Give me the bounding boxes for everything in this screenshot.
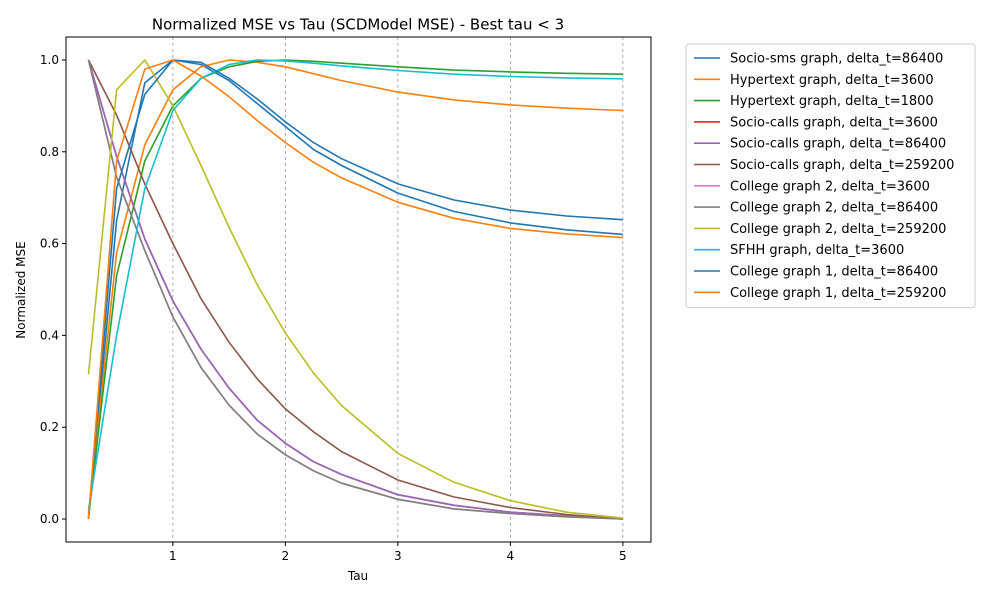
x-tick-label: 1 xyxy=(169,549,177,563)
series-line-5 xyxy=(87,59,623,520)
y-axis: 0.0 0.2 0.4 0.6 0.8 1.0 xyxy=(40,53,66,526)
series-lines xyxy=(87,59,623,520)
legend: Socio-sms graph, delta_t=86400 Hypertext … xyxy=(685,43,976,309)
chart-title: Normalized MSE vs Tau (SCDModel MSE) - B… xyxy=(152,16,564,34)
series-line-1 xyxy=(87,59,623,520)
series-line-2 xyxy=(87,59,623,515)
y-tick-label: 0.8 xyxy=(40,145,59,159)
legend-entry: Socio-calls graph, delta_t=3600 xyxy=(730,115,938,130)
legend-entry: Socio-sms graph, delta_t=86400 xyxy=(730,52,943,67)
series-line-11 xyxy=(87,59,623,520)
y-tick-label: 0.0 xyxy=(40,512,59,526)
x-tick-label: 5 xyxy=(619,549,627,563)
y-axis-label: Normalized MSE xyxy=(14,241,28,338)
x-tick-label: 2 xyxy=(282,549,290,563)
y-tick-label: 0.4 xyxy=(40,328,59,342)
legend-entry: College graph 2, delta_t=86400 xyxy=(730,201,938,216)
y-tick-label: 0.6 xyxy=(40,237,59,251)
series-line-12 xyxy=(87,59,623,520)
legend-entry: Socio-calls graph, delta_t=86400 xyxy=(730,137,946,152)
x-tick-label: 4 xyxy=(507,549,515,563)
series-line-8 xyxy=(87,59,623,520)
legend-entry: Socio-calls graph, delta_t=259200 xyxy=(730,158,954,173)
legend-entry: Hypertext graph, delta_t=3600 xyxy=(730,73,934,88)
x-axis-label: Tau xyxy=(347,569,368,583)
legend-box xyxy=(685,43,976,309)
x-tick-label: 3 xyxy=(394,549,402,563)
y-tick-label: 1.0 xyxy=(40,53,59,67)
plot-frame xyxy=(65,36,652,543)
legend-entry: College graph 1, delta_t=86400 xyxy=(730,265,938,280)
series-line-4 xyxy=(87,59,623,520)
series-line-10 xyxy=(87,59,623,511)
series-line-9 xyxy=(87,59,623,519)
legend-entry: College graph 1, delta_t=259200 xyxy=(730,286,946,301)
legend-entry: Hypertext graph, delta_t=1800 xyxy=(730,94,934,109)
x-axis: 1 2 3 4 5 xyxy=(169,542,627,563)
legend-entry: SFHH graph, delta_t=3600 xyxy=(730,243,904,258)
legend-entry: College graph 2, delta_t=3600 xyxy=(730,179,930,194)
series-line-3 xyxy=(87,59,623,517)
y-tick-label: 0.2 xyxy=(40,420,59,434)
grid-lines xyxy=(172,37,624,542)
series-line-7 xyxy=(87,59,623,520)
series-line-6 xyxy=(87,59,623,520)
legend-entry: College graph 2, delta_t=259200 xyxy=(730,222,946,237)
